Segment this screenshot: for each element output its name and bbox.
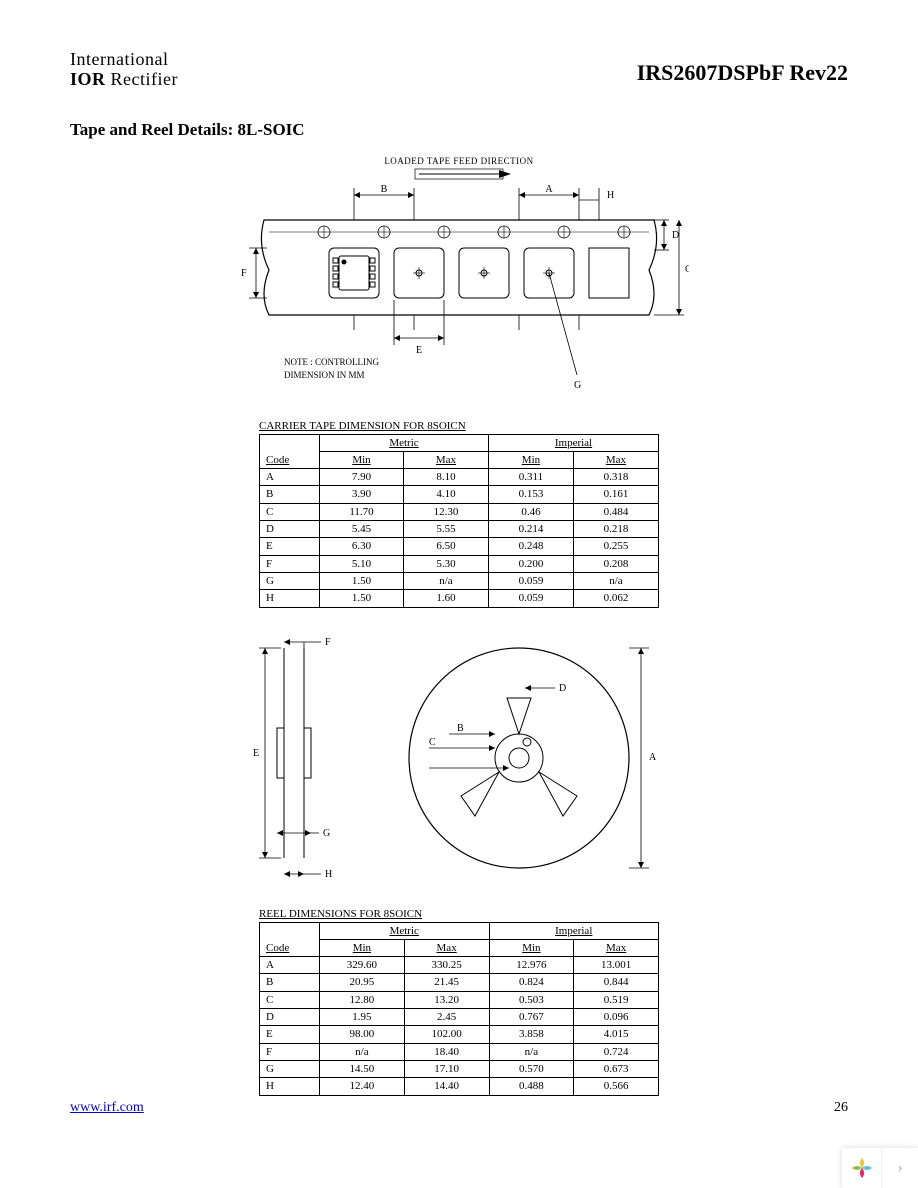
table-row: D5.455.550.2140.218 <box>260 521 659 538</box>
reel-max-header-imp: Max <box>574 939 659 956</box>
note-line2: DIMENSION IN MM <box>284 370 365 380</box>
carrier-tape-table-block: CARRIER TAPE DIMENSION FOR 8SOICN Code M… <box>259 420 659 608</box>
table-row: B3.904.100.1530.161 <box>260 486 659 503</box>
company-logo: International IOR Rectifier <box>70 50 178 90</box>
reel-imperial-header: Imperial <box>489 922 659 939</box>
reel-dim-D: D <box>559 683 566 694</box>
reel-dim-F: F <box>325 637 331 648</box>
note-line1: NOTE : CONTROLLING <box>284 357 379 367</box>
table-row: C11.7012.300.460.484 <box>260 503 659 520</box>
page-number: 26 <box>834 1100 848 1116</box>
dim-label-G: G <box>574 380 581 391</box>
max-header: Max <box>403 451 488 468</box>
reel-table: Code Metric Imperial Min Max Min Max A32… <box>259 922 659 1096</box>
table-row: C12.8013.200.5030.519 <box>260 991 659 1008</box>
dim-label-C: C <box>685 264 689 275</box>
table-row: A329.60330.2512.97613.001 <box>260 957 659 974</box>
table-row: G1.50n/a0.059n/a <box>260 572 659 589</box>
code-header: Code <box>266 454 289 466</box>
table-row: D1.952.450.7670.096 <box>260 1009 659 1026</box>
table-row: A7.908.100.3110.318 <box>260 469 659 486</box>
carrier-tape-caption: CARRIER TAPE DIMENSION FOR 8SOICN <box>259 420 659 432</box>
section-title: Tape and Reel Details: 8L-SOIC <box>70 120 848 140</box>
reel-dim-C: C <box>429 737 436 748</box>
logo-bold: IOR <box>70 69 106 89</box>
reel-diagram-svg: F E G H <box>229 628 689 888</box>
tape-diagram: LOADED TAPE FEED DIRECTION B A H <box>70 150 848 405</box>
max-header-imp: Max <box>573 451 658 468</box>
metric-header: Metric <box>320 434 489 451</box>
table-row: E98.00102.003.8584.015 <box>260 1026 659 1043</box>
header-row: International IOR Rectifier IRS2607DSPbF… <box>70 50 848 90</box>
reel-diagram: F E G H <box>70 628 848 893</box>
corner-widget: › <box>842 1148 918 1188</box>
reel-dim-A: A <box>649 752 657 763</box>
reel-dim-B: B <box>457 723 464 734</box>
reel-table-block: REEL DIMENSIONS FOR 8SOICN Code Metric I… <box>259 908 659 1096</box>
table-row: H1.501.600.0590.062 <box>260 590 659 607</box>
reel-min-header: Min <box>320 939 405 956</box>
reel-metric-header: Metric <box>320 922 490 939</box>
table-row: E6.306.500.2480.255 <box>260 538 659 555</box>
dim-label-A: A <box>545 184 553 195</box>
min-header-imp: Min <box>488 451 573 468</box>
reel-code-header: Code <box>266 942 289 954</box>
table-row: B20.9521.450.8240.844 <box>260 974 659 991</box>
feed-direction-label: LOADED TAPE FEED DIRECTION <box>384 156 533 166</box>
min-header: Min <box>320 451 404 468</box>
logo-rest: Rectifier <box>111 69 178 89</box>
dim-label-H: H <box>607 190 614 201</box>
table-row: F5.105.300.2000.208 <box>260 555 659 572</box>
reel-max-header: Max <box>404 939 489 956</box>
page: International IOR Rectifier IRS2607DSPbF… <box>0 0 918 1156</box>
reel-table-caption: REEL DIMENSIONS FOR 8SOICN <box>259 908 659 920</box>
footer-link[interactable]: www.irf.com <box>70 1100 144 1116</box>
logo-line1: International <box>70 50 178 70</box>
footer: www.irf.com 26 <box>70 1100 848 1116</box>
reel-min-header-imp: Min <box>489 939 574 956</box>
logo-line2: IOR Rectifier <box>70 70 178 90</box>
carrier-tape-table: Code Metric Imperial Min Max Min Max A7.… <box>259 434 659 608</box>
reel-dim-E: E <box>253 748 259 759</box>
dim-label-F: F <box>241 268 247 279</box>
dim-label-B: B <box>381 184 388 195</box>
part-title: IRS2607DSPbF Rev22 <box>637 60 848 86</box>
dim-label-E: E <box>416 345 422 356</box>
table-row: H12.4014.400.4880.566 <box>260 1078 659 1095</box>
table-row: Fn/a18.40n/a0.724 <box>260 1043 659 1060</box>
table-row: G14.5017.100.5700.673 <box>260 1060 659 1077</box>
corner-logo-icon[interactable] <box>842 1148 882 1188</box>
dim-label-D: D <box>672 230 679 241</box>
tape-diagram-svg: LOADED TAPE FEED DIRECTION B A H <box>229 150 689 400</box>
reel-dim-H: H <box>325 869 332 880</box>
imperial-header: Imperial <box>488 434 658 451</box>
reel-dim-G: G <box>323 828 330 839</box>
corner-arrow-icon[interactable]: › <box>882 1148 918 1188</box>
